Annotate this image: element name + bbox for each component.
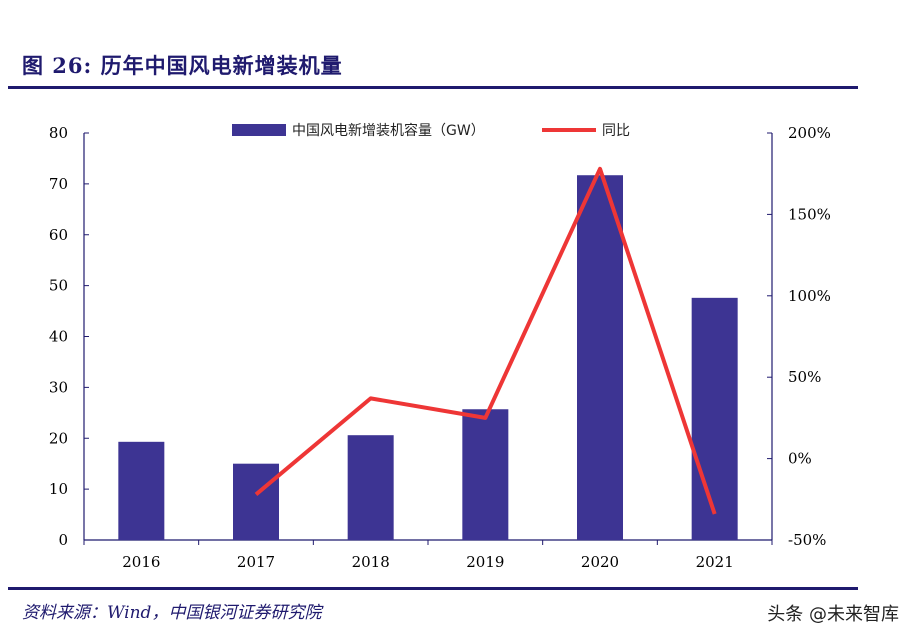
left-axis-tick-label: 40 [49,328,68,346]
legend-label-bar: 中国风电新增装机容量（GW） [292,122,485,139]
left-axis-tick-label: 20 [49,429,68,447]
watermark: 头条 @未来智库 [767,604,899,625]
right-axis-tick-label: 50% [788,368,821,386]
chart-title: 图 26: 历年中国风电新增装机量 [22,53,343,78]
bar-2018 [347,435,394,540]
x-axis-tick-label: 2021 [696,553,734,571]
x-axis-tick-label: 2019 [466,553,504,571]
bottom-rule [8,587,858,590]
legend-label-line: 同比 [602,123,630,139]
left-axis-tick-label: 0 [58,531,68,549]
left-axis-tick-label: 10 [49,480,68,498]
left-axis-tick-label: 30 [49,378,68,396]
right-axis-tick-label: -50% [788,531,826,549]
bar-2020 [577,175,623,540]
x-axis-tick-label: 2017 [237,553,275,571]
x-axis-tick-label: 2020 [581,553,619,571]
left-axis-tick-label: 50 [49,277,68,295]
top-rule [8,86,858,89]
left-axis-tick-label: 80 [49,124,68,142]
x-axis-tick-label: 2016 [122,553,160,571]
left-axis-tick-label: 60 [49,226,68,244]
legend-swatch-bar [232,124,286,136]
bar-2021 [691,297,738,540]
bar-2017 [233,463,279,540]
right-axis-tick-label: 200% [788,124,831,142]
yoy-line [254,166,717,515]
left-axis-tick-label: 70 [49,175,68,193]
right-axis-tick-label: 100% [788,287,831,305]
bar-2019 [462,409,509,540]
right-axis-tick-label: 150% [788,205,831,223]
bar-2016 [118,441,165,540]
source-note: 资料来源：Wind，中国银河证券研究院 [22,603,322,623]
right-axis-tick-label: 0% [788,450,812,468]
x-axis-tick-label: 2018 [352,553,390,571]
